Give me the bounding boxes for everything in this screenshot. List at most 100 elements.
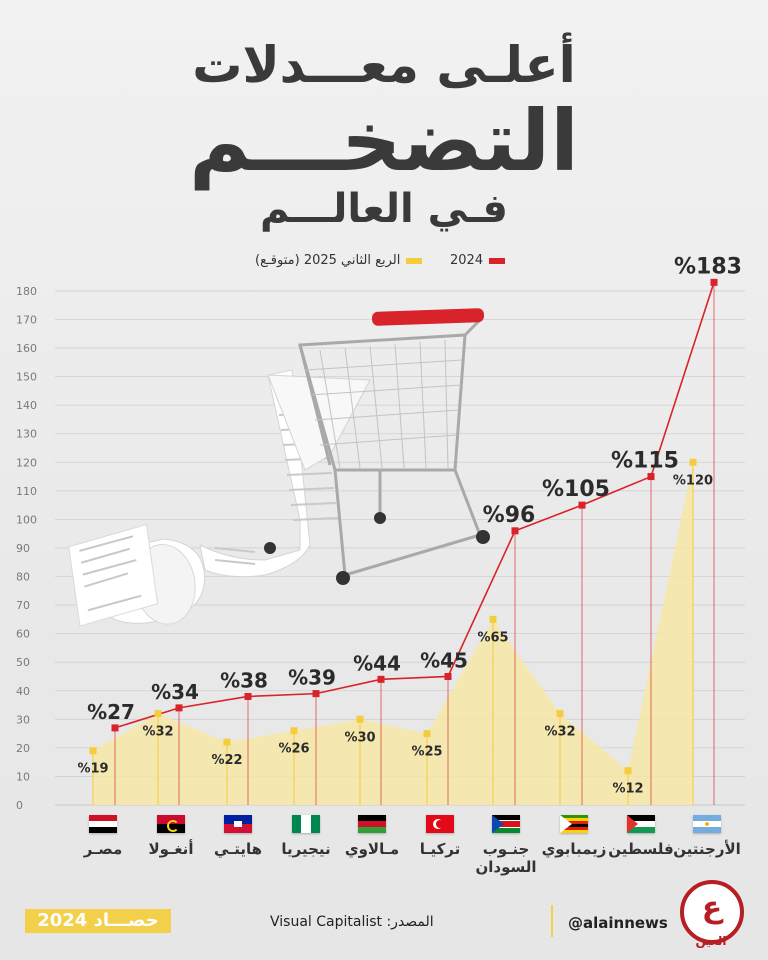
y-tick-label: 100	[16, 513, 37, 526]
y-tick-label: 110	[16, 485, 37, 498]
y-tick-label: 60	[16, 628, 30, 641]
title-line-1: أعلـى معـــدلات	[192, 36, 576, 94]
series-2025-point	[223, 738, 231, 746]
y-tick-label: 20	[16, 742, 30, 755]
series-2024-value-label: %39	[288, 666, 336, 690]
series-2024-value-label: %38	[220, 668, 268, 692]
y-tick-label: 70	[16, 599, 30, 612]
flag-malawi-icon	[358, 815, 386, 833]
series-2025-point	[624, 767, 632, 775]
legend-swatch-2024	[489, 257, 506, 264]
series-2025-point	[423, 730, 431, 738]
y-tick-label: 30	[16, 713, 30, 726]
series-2025-value-label: %19	[77, 762, 108, 777]
series-2025-point	[154, 710, 162, 718]
source-text: المصدر: Visual Capitalist	[270, 914, 434, 930]
country-label-nigeria: نيجيريا	[281, 840, 331, 858]
y-tick-label: 90	[16, 542, 30, 555]
series-2025-value-label: %12	[612, 782, 643, 797]
series-2024-point	[578, 501, 586, 509]
series-2024-point	[647, 473, 655, 481]
series-2025-area	[93, 462, 693, 805]
legend-label-2024: 2024	[450, 253, 484, 268]
series-2024-point	[511, 527, 519, 535]
series-2025-stems	[92, 462, 694, 805]
series-2025-value-label: %120	[673, 473, 713, 488]
y-tick-label: 130	[16, 428, 37, 441]
series-2025-value-label: %32	[142, 725, 173, 740]
series-2025-value-label: %26	[278, 742, 309, 757]
series-2025-point	[489, 615, 497, 623]
series-2025-point	[290, 727, 298, 735]
country-label-south-sudan: جنـوب السودان	[475, 840, 537, 876]
series-2025-point	[356, 715, 364, 723]
y-tick-label: 40	[16, 685, 30, 698]
series-2025-value-label: %30	[344, 730, 375, 745]
series-2024-value-label: %45	[420, 648, 468, 672]
series-2024-point	[175, 704, 183, 712]
series-2024-point	[111, 724, 119, 732]
legend-2024: 2024	[450, 253, 506, 268]
country-label-haiti: هايتـي	[213, 840, 263, 858]
social-handle[interactable]: @alainnews	[568, 914, 668, 932]
series-2025-point	[689, 458, 697, 466]
country-label-egypt: مصـر	[83, 840, 123, 858]
y-tick-label: 0	[16, 799, 23, 812]
alain-logo-icon: ع	[680, 880, 744, 944]
series-2024-points	[111, 278, 718, 732]
series-2025-labels: %19 %32 %22 %26 %30 %25 %65 %32 %12 %120	[77, 473, 713, 796]
y-tick-label: 50	[16, 656, 30, 669]
series-2025-point	[89, 747, 97, 755]
logo-glyph: ع	[701, 890, 723, 925]
series-2024-stems	[114, 282, 715, 805]
flag-nigeria-icon	[292, 815, 320, 833]
logo-text: العين	[695, 934, 727, 948]
y-tick-label: 160	[16, 342, 37, 355]
series-2025-value-label: %32	[544, 725, 575, 740]
y-tick-label: 120	[16, 456, 37, 469]
flag-angola-icon	[157, 815, 185, 833]
series-2025-value-label: %22	[211, 753, 242, 768]
series-2024-value-label: %115	[611, 449, 679, 474]
country-label-turkey: تركيـا	[419, 840, 461, 858]
series-2024-line	[114, 282, 715, 729]
series-2024-value-label: %96	[483, 503, 536, 528]
flag-turkey-icon	[426, 815, 454, 833]
legend-swatch-2025	[406, 257, 423, 264]
series-2024-value-label: %44	[353, 651, 401, 675]
y-tick-label: 80	[16, 571, 30, 584]
flag-zimbabwe-icon	[560, 815, 588, 833]
title-line-3: فـي العالـــم	[260, 186, 508, 232]
country-label-palestine: فلسطين	[608, 840, 674, 858]
footer-divider	[551, 905, 553, 937]
shopping-cart-illustration	[68, 308, 490, 627]
series-2025-points	[89, 458, 697, 775]
country-label-argentina: الأرجنتين	[673, 840, 741, 858]
title-line-2: التضخـــم	[189, 92, 579, 190]
series-2025-value-label: %25	[411, 745, 442, 760]
y-axis: 0 10 20 30 40 50 60 70 80 90 100 110 120 130 140 150 160…	[16, 285, 37, 812]
flag-haiti-icon	[224, 815, 252, 833]
flag-south-sudan-icon	[492, 815, 520, 833]
y-tick-label: 150	[16, 371, 37, 384]
series-2025-point	[556, 710, 564, 718]
country-label-zimbabwe: زيمبابوي	[541, 840, 607, 858]
series-2024-point	[244, 692, 252, 700]
series-2024-point	[312, 690, 320, 698]
legend-2025: الربع الثاني 2025 (متوقـع)	[255, 253, 423, 268]
series-2024-value-label: %105	[542, 477, 610, 502]
country-label-angola: أنغـولا	[148, 840, 194, 858]
brand-badge: حصـــاد 2024	[25, 909, 171, 933]
flag-palestine-icon	[627, 815, 655, 833]
country-label-malawi: مـالاوي	[344, 840, 400, 858]
series-2024-value-label: %183	[674, 254, 742, 279]
series-2025-value-label: %65	[477, 630, 508, 645]
y-tick-label: 140	[16, 399, 37, 412]
series-2024-value-label: %34	[151, 680, 199, 704]
series-2024-point	[710, 278, 718, 286]
series-2024-value-label: %27	[87, 700, 135, 724]
series-2024-labels: %27 %34 %38 %39 %44 %45 %96%105%115 %183	[87, 254, 742, 724]
flag-egypt-icon	[89, 815, 117, 833]
series-2024-point	[444, 672, 452, 680]
